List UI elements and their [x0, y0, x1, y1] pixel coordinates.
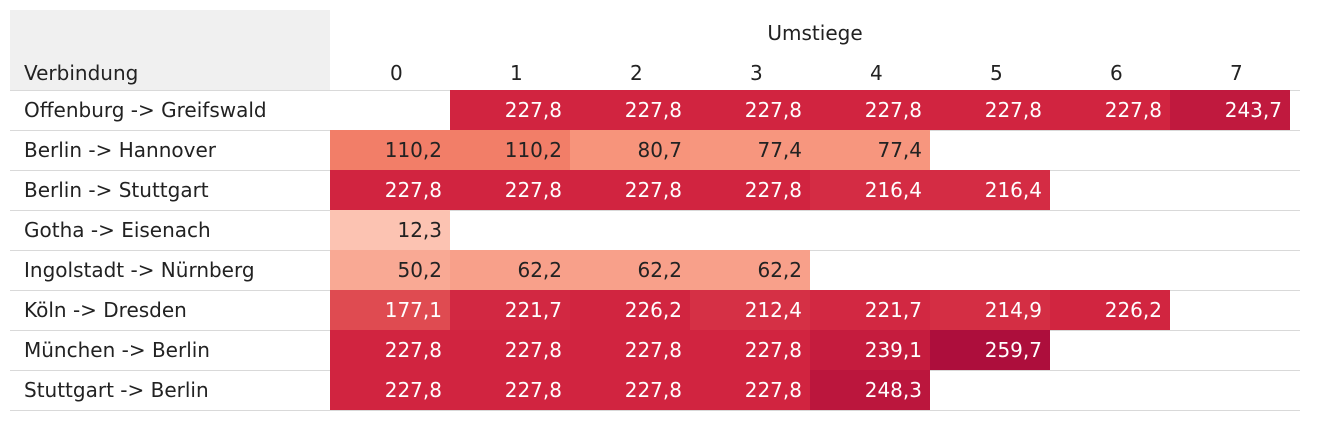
- heatmap-cell: 62,2: [690, 250, 810, 290]
- heatmap-cell: 227,8: [450, 330, 570, 370]
- heatmap-cell: 227,8: [810, 90, 930, 130]
- heatmap-cell: 227,8: [690, 170, 810, 210]
- heatmap-cell: 110,2: [330, 130, 450, 170]
- heatmap-cell: 221,7: [450, 290, 570, 330]
- heatmap-cell: 226,2: [570, 290, 690, 330]
- column-label: 0: [390, 61, 403, 85]
- heatmap-cell: 62,2: [450, 250, 570, 290]
- heatmap-cell: 80,7: [570, 130, 690, 170]
- heatmap-table: Umstiege Verbindung 0 1 2 3 4 5 6 7 Offenburg ->…: [10, 10, 1300, 411]
- heatmap-cell: 216,4: [810, 170, 930, 210]
- column-label: 5: [990, 61, 1003, 85]
- heatmap-cell: 227,8: [570, 170, 690, 210]
- heatmap-cell: 212,4: [690, 290, 810, 330]
- column-label: 4: [870, 61, 883, 85]
- heatmap-cell: 239,1: [810, 330, 930, 370]
- heatmap-cell: 243,7: [1170, 90, 1290, 130]
- column-header-title: Umstiege: [767, 21, 863, 45]
- row-label: Ingolstadt -> Nürnberg: [24, 258, 255, 282]
- heatmap-cell: 226,2: [1050, 290, 1170, 330]
- heatmap-cell: 227,8: [330, 330, 450, 370]
- heatmap-cell: 227,8: [450, 170, 570, 210]
- row-label: Gotha -> Eisenach: [24, 218, 211, 242]
- column-label: 7: [1230, 61, 1243, 85]
- heatmap-cell: 77,4: [810, 130, 930, 170]
- heatmap-cell: 248,3: [810, 370, 930, 410]
- row-label: München -> Berlin: [24, 338, 210, 362]
- heatmap-cell: 227,8: [690, 370, 810, 410]
- column-label: 3: [750, 61, 763, 85]
- heatmap-cell: 227,8: [1050, 90, 1170, 130]
- row-label: Berlin -> Stuttgart: [24, 178, 209, 202]
- heatmap-cell: 227,8: [690, 90, 810, 130]
- row-label: Stuttgart -> Berlin: [24, 378, 209, 402]
- column-label: 2: [630, 61, 643, 85]
- heatmap-cell: 12,3: [330, 210, 450, 250]
- row-label: Offenburg -> Greifswald: [24, 98, 267, 122]
- heatmap-cell: 227,8: [570, 90, 690, 130]
- heatmap-cell: 77,4: [690, 130, 810, 170]
- row-label: Köln -> Dresden: [24, 298, 187, 322]
- heatmap-cell: 227,8: [570, 330, 690, 370]
- heatmap-cell: 62,2: [570, 250, 690, 290]
- heatmap-cell: 177,1: [330, 290, 450, 330]
- heatmap-cell: 227,8: [330, 370, 450, 410]
- heatmap-cell: 227,8: [450, 370, 570, 410]
- heatmap-cell: 110,2: [450, 130, 570, 170]
- heatmap-cell: 50,2: [330, 250, 450, 290]
- heatmap-cell: 227,8: [450, 90, 570, 130]
- row-divider: [10, 210, 1300, 211]
- column-label: 6: [1110, 61, 1123, 85]
- heatmap-cell: 214,9: [930, 290, 1050, 330]
- heatmap-cell: 259,7: [930, 330, 1050, 370]
- heatmap-cell: 227,8: [330, 170, 450, 210]
- column-label: 1: [510, 61, 523, 85]
- heatmap-cell: 221,7: [810, 290, 930, 330]
- heatmap-cell: 216,4: [930, 170, 1050, 210]
- row-header-background: [10, 10, 330, 90]
- row-divider: [10, 410, 1300, 411]
- heatmap-cell: 227,8: [690, 330, 810, 370]
- heatmap-cell: 227,8: [930, 90, 1050, 130]
- heatmap-cell: 227,8: [570, 370, 690, 410]
- row-label: Berlin -> Hannover: [24, 138, 216, 162]
- row-header-title: Verbindung: [24, 61, 139, 85]
